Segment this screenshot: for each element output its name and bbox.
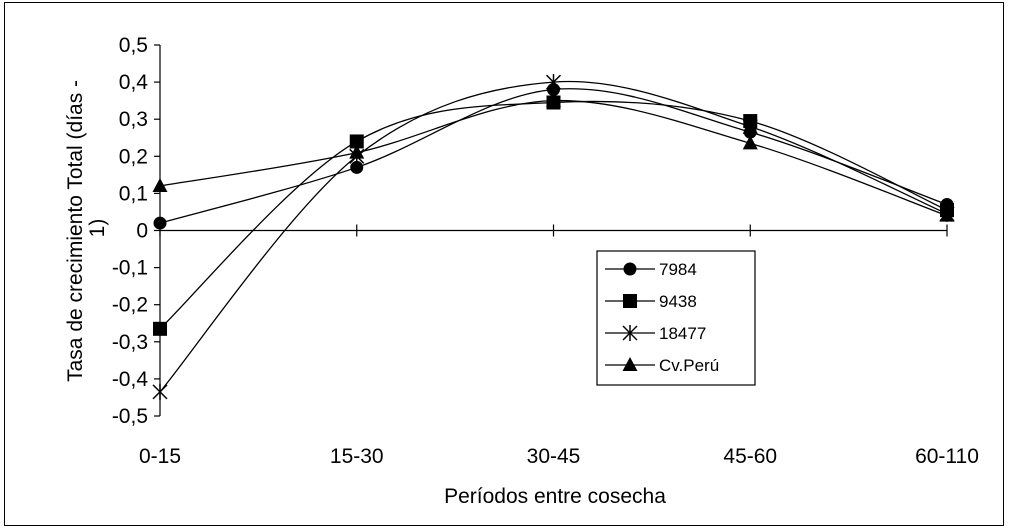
legend-marker-circle xyxy=(623,262,637,276)
legend-label: 18477 xyxy=(659,324,706,343)
y-tick-label: 0,5 xyxy=(119,34,148,57)
y-tick-label: -0,3 xyxy=(112,331,148,354)
data-point-circle xyxy=(153,216,167,230)
y-tick-label: 0,2 xyxy=(119,145,148,168)
x-tick-label: 0-15 xyxy=(139,445,181,468)
x-axis-title: Períodos entre cosecha xyxy=(444,485,666,508)
y-tick-label: -0,2 xyxy=(112,294,148,317)
data-point-triangle xyxy=(939,207,955,222)
data-point-star xyxy=(742,118,758,135)
data-point-triangle xyxy=(349,144,365,159)
series-line-9438 xyxy=(159,100,948,330)
legend-label: Cv.Perú xyxy=(659,356,719,375)
series-line-18477 xyxy=(159,80,948,393)
y-tick-label: 0,4 xyxy=(119,71,149,94)
chart-frame xyxy=(4,2,1004,526)
legend-label: 9438 xyxy=(659,292,697,311)
legend-marker-star xyxy=(622,325,638,341)
axes: 0,5 0,4 0,3 0,2 0,1 0 -0,1 -0,2 -0,3 -0,4 -0,5 0-15… xyxy=(112,34,979,468)
y-tick-label: -0,5 xyxy=(112,405,148,428)
y-axis-title-line-1: Tasa de crecimiento Total (días - xyxy=(64,80,87,382)
y-tick-label: 0,3 xyxy=(119,108,148,131)
x-tick-label: 60-110 xyxy=(915,445,979,468)
legend: 7984 9438 18477 Cv.Perú xyxy=(596,250,756,386)
x-tick-label: 45-60 xyxy=(723,445,777,468)
data-point-square xyxy=(349,134,364,149)
data-point-square xyxy=(153,321,167,336)
y-tick-label: -0,1 xyxy=(112,257,148,280)
y-tick-label: 0,1 xyxy=(119,182,148,205)
data-point-triangle xyxy=(742,135,758,150)
legend-marker-triangle xyxy=(622,357,638,371)
data-point-triangle xyxy=(546,92,561,107)
legend-marker-square xyxy=(623,294,637,308)
x-tick-label: 15-30 xyxy=(330,445,384,468)
data-point-circle xyxy=(350,160,364,174)
series-curves xyxy=(159,80,948,393)
data-point-triangle xyxy=(152,177,168,192)
y-axis-title: Tasa de crecimiento Total (días - 1) xyxy=(64,74,109,382)
series-markers xyxy=(152,74,955,400)
x-tick-label: 30-45 xyxy=(527,445,581,468)
y-axis-title-line-2: 1) xyxy=(86,219,109,238)
legend-box xyxy=(596,250,756,386)
y-tick-label: -0,4 xyxy=(112,368,149,391)
data-point-star xyxy=(545,74,562,91)
legend-label: 7984 xyxy=(659,260,697,279)
y-tick-label: 0 xyxy=(136,220,148,243)
data-point-star xyxy=(152,383,168,400)
